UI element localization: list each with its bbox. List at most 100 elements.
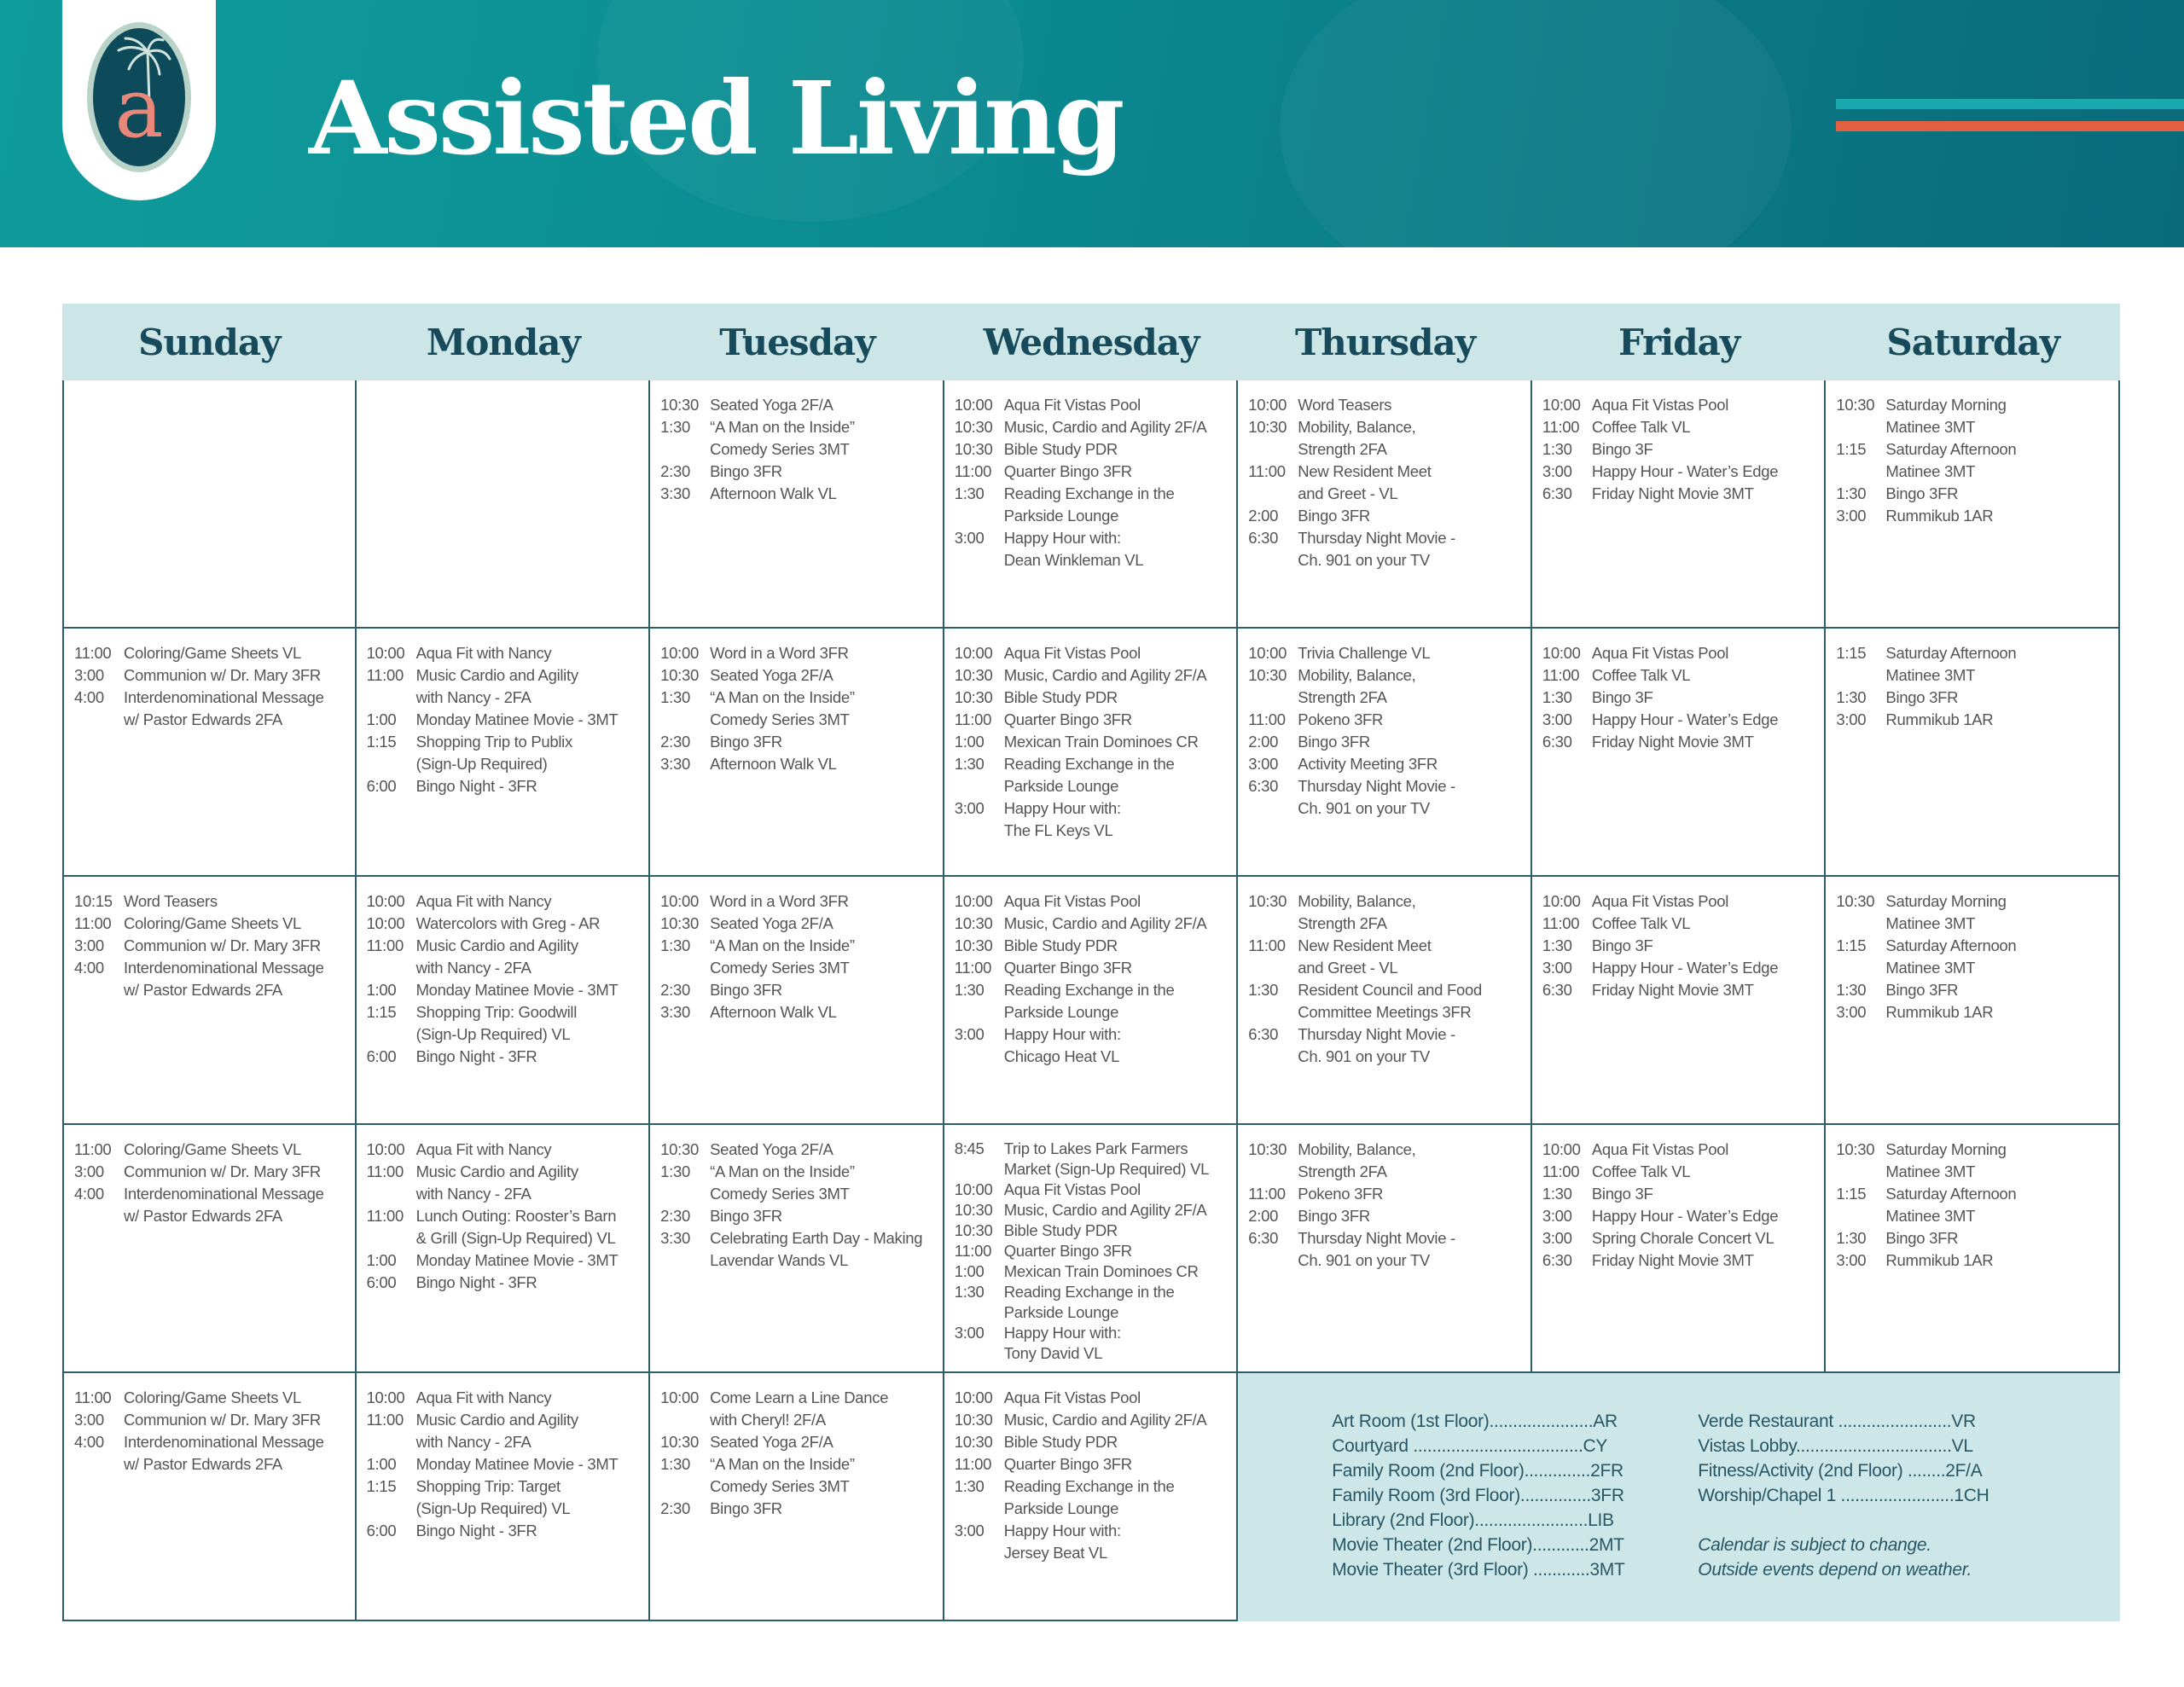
event-title: Interdenominational Message w/ Pastor Ed… <box>124 959 324 999</box>
event-time: 11:00 <box>366 1207 404 1225</box>
event-item: 11:00 Lunch Outing: Rooster’s Barn & Gril… <box>367 1205 644 1249</box>
event-item: 3:00 Communion w/ Dr. Mary 3FR <box>74 664 350 687</box>
leaf-pattern <box>1280 0 1792 247</box>
day-cell: 10:00 Aqua Fit Vistas Pool 10:30 Music, Car… <box>944 629 1239 877</box>
event-time: 11:00 <box>1542 666 1580 684</box>
event-item: 1:30 Bingo 3FR <box>1836 687 2113 709</box>
event-item: 1:30 “A Man on the Inside” Comedy Series … <box>660 935 938 979</box>
event-title: Quarter Bingo 3FR <box>1003 462 1132 480</box>
event-title: Monday Matinee Movie - 3MT <box>415 710 619 728</box>
day-cell: 10:00 Aqua Fit with Nancy 10:00 Watercolors… <box>356 877 651 1125</box>
event-item: 11:00 Pokeno 3FR <box>1248 1183 1525 1205</box>
day-cell: 10:00 Aqua Fit Vistas Pool 11:00 Coffee Tal… <box>1531 380 1827 629</box>
event-time: 10:30 <box>954 1411 993 1429</box>
event-time: 6:30 <box>1248 529 1279 547</box>
event-item: 3:00 Happy Hour - Water’s Edge <box>1542 957 1820 979</box>
event-time: 1:30 <box>1542 936 1572 954</box>
event-time: 2:30 <box>660 733 690 751</box>
event-title: Bingo Night - 3FR <box>415 1047 537 1065</box>
event-item: 2:30 Bingo 3FR <box>660 461 938 483</box>
event-time: 6:30 <box>1542 981 1572 999</box>
event-title: Coffee Talk VL <box>1591 1162 1691 1180</box>
event-time: 1:30 <box>660 936 690 954</box>
event-time: 11:00 <box>1248 462 1286 480</box>
event-item: 3:00 Happy Hour with: The FL Keys VL <box>955 797 1232 842</box>
event-time: 3:00 <box>954 1025 985 1043</box>
event-item: 3:00 Happy Hour with: Chicago Heat VL <box>955 1023 1232 1068</box>
event-item: 10:00 Aqua Fit Vistas Pool <box>955 642 1232 664</box>
event-time: 3:00 <box>1542 710 1572 728</box>
day-header-thursday: Thursday <box>1238 304 1532 380</box>
calendar-note: Calendar is subject to change. <box>1698 1535 1931 1555</box>
event-time: 1:15 <box>1836 644 1867 662</box>
day-cell <box>62 380 357 629</box>
event-item: 10:30 Mobility, Balance, Strength 2FA <box>1248 1139 1525 1183</box>
event-time: 10:30 <box>660 396 699 414</box>
event-item: 3:30 Afternoon Walk VL <box>660 753 938 775</box>
event-item: 3:00 Activity Meeting 3FR <box>1248 753 1525 775</box>
event-title: Saturday Afternoon Matinee 3MT <box>1885 936 2017 977</box>
day-cell: 10:30 Seated Yoga 2F/A 1:30 “A Man on the I… <box>650 1125 944 1373</box>
event-time: 10:00 <box>366 1140 405 1158</box>
event-item: 11:00 New Resident Meet and Greet - VL <box>1248 461 1525 505</box>
event-time: 1:15 <box>1836 440 1867 458</box>
event-title: Activity Meeting 3FR <box>1298 755 1438 773</box>
event-title: Coloring/Game Sheets VL <box>124 1388 302 1406</box>
event-time: 10:30 <box>660 1140 699 1158</box>
event-time: 2:30 <box>660 462 690 480</box>
event-time: 6:30 <box>1248 1229 1279 1247</box>
event-time: 10:30 <box>1248 892 1287 910</box>
event-item: 11:00 New Resident Meet and Greet - VL <box>1248 935 1525 979</box>
event-title: Friday Night Movie 3MT <box>1591 1251 1754 1269</box>
event-time: 1:00 <box>366 981 397 999</box>
event-item: 1:30 Reading Exchange in the Parkside Lou… <box>955 1282 1232 1323</box>
event-title: Happy Hour with: Jersey Beat VL <box>1003 1522 1121 1562</box>
day-header-wednesday: Wednesday <box>944 304 1239 380</box>
event-item: 3:30 Celebrating Earth Day - Making Laven… <box>660 1227 938 1272</box>
event-title: Bingo 3FR <box>710 462 782 480</box>
event-item: 10:00 Aqua Fit with Nancy <box>367 1387 644 1409</box>
event-time: 10:00 <box>954 1180 993 1198</box>
event-title: “A Man on the Inside” Comedy Series 3MT <box>710 1455 855 1495</box>
event-item: 10:30 Bible Study PDR <box>955 438 1232 461</box>
event-item: 10:00 Word in a Word 3FR <box>660 642 938 664</box>
event-item: 11:00 Coloring/Game Sheets VL <box>74 1139 350 1161</box>
event-item: 6:30 Thursday Night Movie - Ch. 901 on yo… <box>1248 1023 1525 1068</box>
event-time: 1:30 <box>1836 484 1867 502</box>
event-title: Bingo 3FR <box>1885 1229 1959 1247</box>
event-item: 10:00 Aqua Fit Vistas Pool <box>955 1180 1232 1200</box>
event-title: “A Man on the Inside” Comedy Series 3MT <box>710 688 855 728</box>
event-item: 10:30 Seated Yoga 2F/A <box>660 1139 938 1161</box>
event-title: Mobility, Balance, Strength 2FA <box>1298 1140 1416 1180</box>
day-cell: 10:30 Mobility, Balance, Strength 2FA 11:0… <box>1238 877 1532 1125</box>
event-item: 10:15 Word Teasers <box>74 890 350 913</box>
day-cell: 11:00 Coloring/Game Sheets VL 3:00 Communio… <box>62 1125 357 1373</box>
event-title: Pokeno 3FR <box>1298 710 1384 728</box>
event-time: 6:00 <box>366 1047 397 1065</box>
event-item: 3:00 Rummikub 1AR <box>1836 1249 2113 1272</box>
event-item: 1:15 Shopping Trip to Publix (Sign-Up Req… <box>367 731 644 775</box>
event-title: Interdenominational Message w/ Pastor Ed… <box>124 688 324 728</box>
event-title: Bingo 3FR <box>710 1499 782 1517</box>
event-time: 1:15 <box>366 733 397 751</box>
day-cell: 10:00 Aqua Fit Vistas Pool 10:30 Music, Car… <box>944 380 1239 629</box>
event-time: 6:30 <box>1542 733 1572 751</box>
event-item: 10:30 Saturday Morning Matinee 3MT <box>1836 394 2113 438</box>
event-time: 2:00 <box>1248 1207 1279 1225</box>
accent-stripe-orange <box>1836 121 2184 131</box>
event-time: 10:00 <box>954 644 993 662</box>
event-title: Music, Cardio and Agility 2F/A <box>1003 666 1207 684</box>
event-item: 11:00 Coloring/Game Sheets VL <box>74 642 350 664</box>
day-cell: 10:00 Aqua Fit with Nancy 11:00 Music Cardi… <box>356 1125 651 1373</box>
event-item: 10:00 Word Teasers <box>1248 394 1525 416</box>
day-cell: 10:00 Aqua Fit Vistas Pool 11:00 Coffee Tal… <box>1531 1125 1827 1373</box>
event-time: 3:30 <box>660 484 690 502</box>
event-title: Aqua Fit with Nancy <box>415 1388 552 1406</box>
event-item: 11:00 Coffee Talk VL <box>1542 913 1820 935</box>
event-item: 1:00 Mexican Train Dominoes CR <box>955 1261 1232 1282</box>
day-cell: 10:30 Saturday Morning Matinee 3MT 1:15 Sat… <box>1826 877 2120 1125</box>
event-time: 10:30 <box>1836 1140 1875 1158</box>
event-title: Monday Matinee Movie - 3MT <box>415 1455 619 1473</box>
day-cell: 10:30 Saturday Morning Matinee 3MT 1:15 Sat… <box>1826 1125 2120 1373</box>
event-title: Watercolors with Greg - AR <box>415 914 601 932</box>
